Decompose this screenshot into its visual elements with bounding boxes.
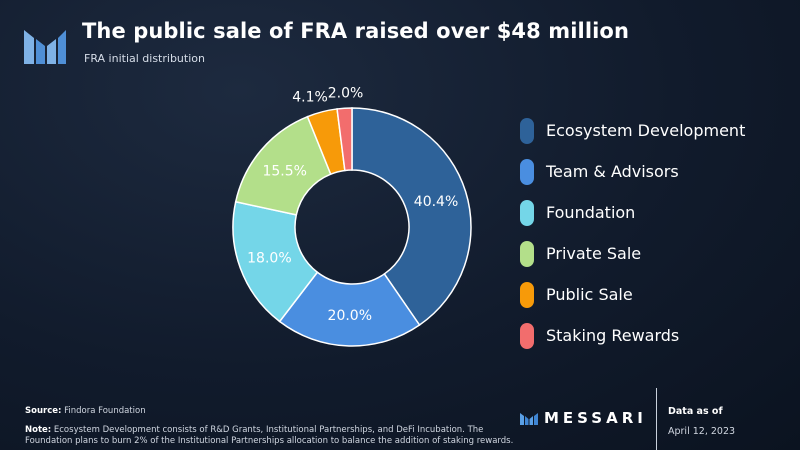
data-label-staking-rewards: 2.0% (328, 85, 364, 101)
legend-label: Private Sale (546, 244, 642, 263)
legend-item-ecosystem-development: Ecosystem Development (520, 110, 745, 151)
legend-label: Ecosystem Development (546, 121, 746, 140)
legend-swatch (520, 158, 534, 185)
legend-swatch (520, 117, 534, 144)
footer-divider (656, 388, 657, 450)
legend-label: Staking Rewards (546, 326, 680, 345)
legend-swatch (520, 322, 534, 349)
data-label-ecosystem-development: 40.4% (414, 194, 458, 210)
slice-team-advisors (278, 271, 421, 347)
legend-swatch (520, 199, 534, 226)
data-label-foundation: 18.0% (247, 250, 291, 266)
legend-item-private-sale: Private Sale (520, 233, 745, 274)
slice-staking-rewards (336, 107, 353, 172)
legend-item-foundation: Foundation (520, 192, 745, 233)
note-text: Ecosystem Development consists of R&D Gr… (25, 425, 514, 446)
note-label: Note: (25, 425, 52, 435)
footnote: Note: Ecosystem Development consists of … (25, 425, 525, 446)
data-label-private-sale: 15.5% (262, 163, 306, 179)
legend-swatch (520, 240, 534, 267)
chart-legend: Ecosystem Development Team & Advisors Fo… (520, 110, 745, 356)
legend-label: Team & Advisors (546, 162, 679, 181)
legend-label: Foundation (546, 203, 636, 222)
messari-brand: MESSARI (520, 409, 647, 427)
legend-swatch (520, 281, 534, 308)
data-label-team-advisors: 20.0% (328, 308, 372, 324)
data-date: April 12, 2023 (668, 426, 736, 437)
source-text: Findora Foundation (64, 406, 146, 416)
page-title: The public sale of FRA raised over $48 m… (82, 19, 630, 43)
legend-item-public-sale: Public Sale (520, 274, 745, 315)
legend-item-team-advisors: Team & Advisors (520, 151, 745, 192)
legend-item-staking-rewards: Staking Rewards (520, 315, 745, 356)
source-label: Source: (25, 406, 62, 416)
chart-subtitle: FRA initial distribution (84, 52, 205, 65)
brand-name: MESSARI (544, 409, 647, 427)
data-label-public-sale: 4.1% (292, 89, 328, 105)
source-line: Source: Findora Foundation (25, 406, 146, 416)
findora-logo-icon (24, 30, 66, 64)
messari-logo-icon (520, 413, 538, 425)
data-as-of-label: Data as of (668, 406, 723, 417)
slice-ecosystem-development (351, 107, 472, 327)
legend-label: Public Sale (546, 285, 633, 304)
